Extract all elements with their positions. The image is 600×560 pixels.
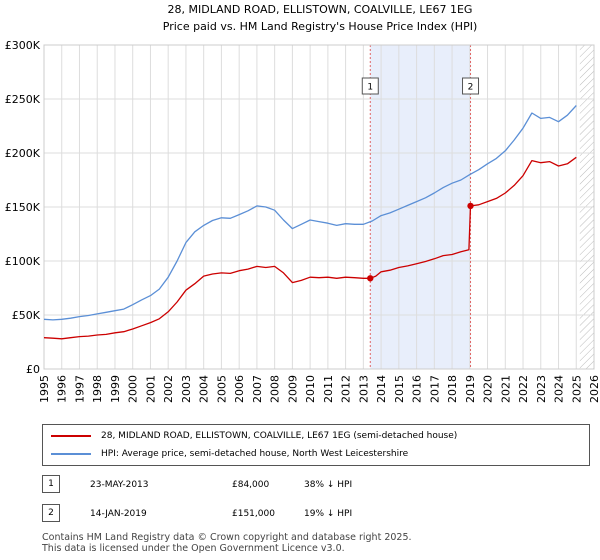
x-tick-label: 1997	[73, 375, 86, 403]
series-line-hpi	[44, 105, 577, 321]
x-tick-label: 2004	[198, 375, 211, 403]
legend-label-property: 28, MIDLAND ROAD, ELLISTOWN, COALVILLE, …	[101, 431, 458, 441]
x-tick-label: 2019	[464, 375, 477, 403]
footer-copyright: Contains HM Land Registry data © Crown c…	[42, 532, 412, 543]
sale-marker-box	[462, 77, 480, 95]
sale-hpi-diff: 38% ↓ HPI	[304, 480, 353, 490]
sale-marker-label: 2	[468, 83, 474, 93]
sale-point	[367, 275, 374, 282]
x-tick-label: 2017	[428, 375, 441, 403]
y-tick-label: £100K	[5, 255, 41, 268]
y-tick-label: £0	[26, 363, 40, 376]
series-line-property	[44, 156, 577, 340]
x-tick-label: 2003	[180, 375, 193, 403]
x-tick-label: 2021	[499, 375, 512, 403]
plot-border	[43, 44, 595, 370]
sale-date: 14-JAN-2019	[90, 509, 147, 519]
x-tick-label: 1995	[38, 375, 51, 403]
x-tick-label: 2008	[269, 375, 282, 403]
legend-item-hpi: HPI: Average price, semi-detached house,…	[51, 446, 408, 462]
x-tick-label: 2001	[144, 375, 157, 403]
sale-number-box: 2	[42, 504, 60, 522]
y-tick-label: £250K	[5, 93, 41, 106]
x-tick-label: 2011	[322, 375, 335, 403]
y-tick-label: £150K	[5, 201, 41, 214]
x-tick-label: 2007	[251, 375, 264, 403]
x-tick-label: 2015	[393, 375, 406, 403]
sale-hpi-diff: 19% ↓ HPI	[304, 509, 353, 519]
sale-price: £151,000	[232, 509, 275, 519]
x-tick-label: 2020	[482, 375, 495, 403]
x-tick-label: 2002	[162, 375, 175, 403]
y-tick-label: £200K	[5, 147, 41, 160]
x-tick-label: 1998	[91, 375, 104, 403]
x-tick-label: 2010	[304, 375, 317, 403]
x-tick-label: 1999	[109, 375, 122, 403]
x-tick-label: 2006	[233, 375, 246, 403]
sale-number-box: 1	[42, 475, 60, 493]
x-tick-label: 2025	[570, 375, 583, 403]
legend-swatch-property	[51, 434, 91, 437]
x-tick-label: 2026	[588, 375, 600, 403]
x-tick-label: 2014	[375, 375, 388, 403]
x-tick-label: 2022	[517, 375, 530, 403]
y-tick-label: £300K	[5, 39, 41, 52]
chart-subtitle: Price paid vs. HM Land Registry's House …	[163, 20, 478, 33]
sale-price: £84,000	[232, 480, 270, 490]
x-tick-label: 2013	[357, 375, 370, 403]
x-tick-label: 2018	[446, 375, 459, 403]
sale-point	[467, 202, 474, 210]
sale-marker-box	[361, 77, 379, 95]
x-tick-label: 1996	[56, 375, 69, 403]
sale-date: 23-MAY-2013	[90, 480, 149, 490]
legend-item-property: 28, MIDLAND ROAD, ELLISTOWN, COALVILLE, …	[51, 428, 457, 444]
legend-swatch-hpi	[51, 452, 91, 455]
footer-licence: This data is licensed under the Open Gov…	[42, 543, 345, 554]
x-tick-label: 2005	[215, 375, 228, 403]
x-tick-label: 2012	[340, 375, 353, 403]
price-chart: 28, MIDLAND ROAD, ELLISTOWN, COALVILLE, …	[5, 3, 600, 403]
legend-label-hpi: HPI: Average price, semi-detached house,…	[101, 449, 409, 459]
plot-area: 1 2 £0 £50K £100K £150K £200K £250K £300K 1995 199…	[5, 39, 600, 403]
footer: Contains HM Land Registry data © Crown c…	[42, 532, 412, 554]
x-tick-label: 2000	[127, 375, 140, 403]
legend: 28, MIDLAND ROAD, ELLISTOWN, COALVILLE, …	[42, 424, 590, 466]
x-tick-label: 2023	[535, 375, 548, 403]
sale-marker-label: 1	[367, 83, 373, 93]
y-tick-label: £50K	[12, 309, 41, 322]
x-tick-label: 2009	[286, 375, 299, 403]
chart-title: 28, MIDLAND ROAD, ELLISTOWN, COALVILLE, …	[168, 3, 473, 16]
x-tick-label: 2016	[411, 375, 424, 403]
x-tick-label: 2024	[553, 375, 566, 403]
